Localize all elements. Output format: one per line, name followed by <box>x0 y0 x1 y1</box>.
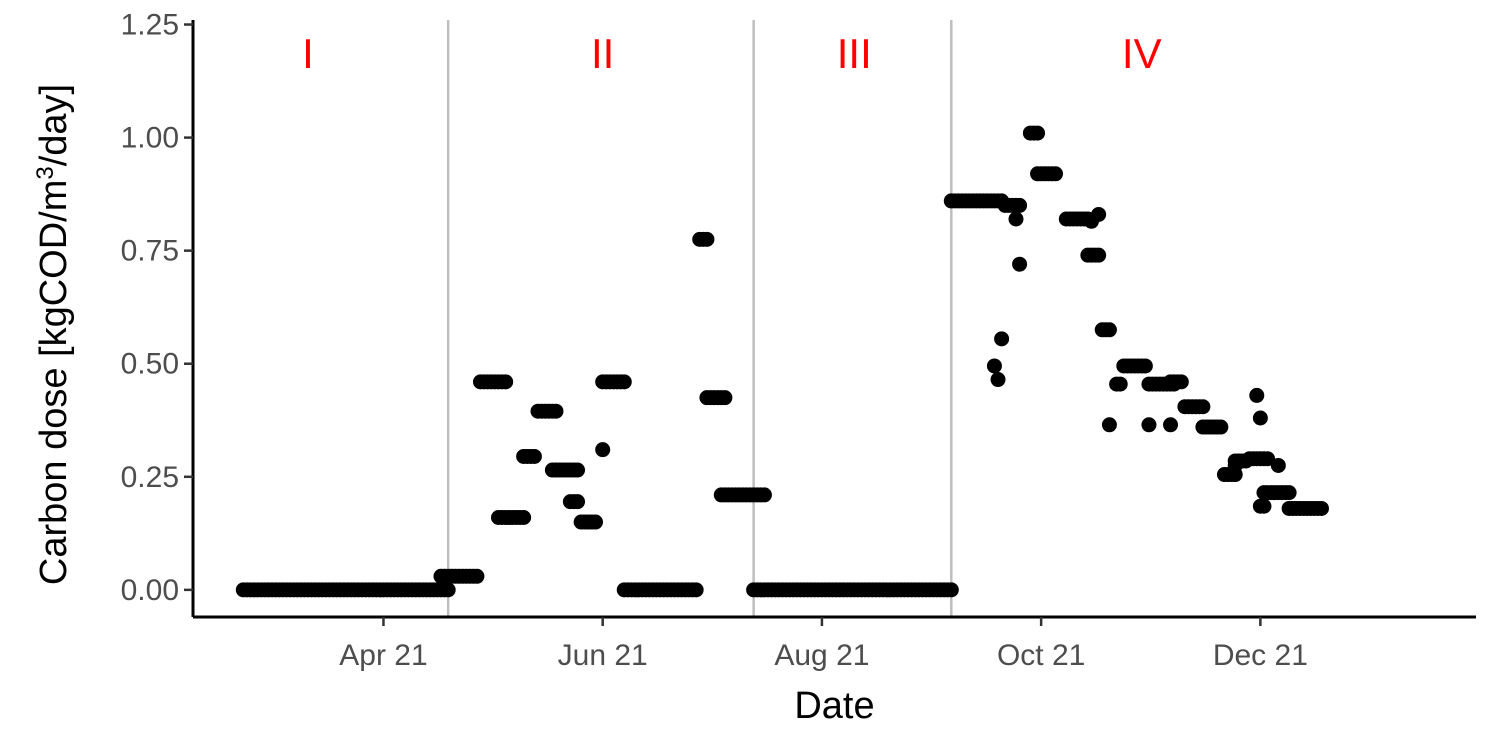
data-point <box>516 510 532 525</box>
data-point <box>1227 457 1243 473</box>
data-point <box>1101 322 1117 338</box>
data-point <box>570 494 586 510</box>
data-point <box>469 568 485 584</box>
data-point <box>1101 417 1117 433</box>
phase-boundary-lines <box>446 20 953 617</box>
data-point <box>688 582 704 598</box>
y-axis-title-superscript: 3 <box>32 166 59 179</box>
phase-label-III: III <box>837 30 872 77</box>
data-point <box>1137 358 1153 374</box>
data-point <box>756 487 772 503</box>
phase-labels: I II III IV <box>302 30 1161 77</box>
data-point <box>986 358 1002 374</box>
x-tick-label: Apr 21 <box>339 639 427 672</box>
data-point <box>994 331 1010 347</box>
data-point <box>1012 197 1028 213</box>
data-point <box>1112 376 1128 392</box>
y-tick-label: 0.25 <box>121 461 179 494</box>
data-point <box>1260 451 1276 467</box>
y-axis-title-main: Carbon dose [kgCOD/m <box>33 180 75 586</box>
data-point <box>717 390 733 406</box>
y-tick-label: 1.25 <box>121 9 179 42</box>
y-tick-label: 0.75 <box>121 235 179 268</box>
data-point <box>699 231 715 247</box>
y-axis-title-unit: /day] <box>33 84 75 166</box>
data-point <box>943 582 959 598</box>
data-point <box>595 442 611 458</box>
data-point <box>1091 206 1107 222</box>
data-point <box>1163 417 1179 433</box>
x-tick-label: Oct 21 <box>997 639 1085 672</box>
axes <box>191 20 1476 619</box>
data-point <box>588 514 604 530</box>
phase-label-II: II <box>591 30 614 77</box>
data-point <box>1091 247 1107 263</box>
y-axis-ticks: 0.00 0.25 0.50 0.75 1.00 1.25 <box>121 9 193 607</box>
data-point <box>1256 498 1272 514</box>
data-point <box>1141 417 1157 433</box>
x-tick-label: Jun 21 <box>558 639 648 672</box>
data-point <box>1008 211 1024 227</box>
data-points <box>235 125 1329 598</box>
data-point <box>498 374 514 390</box>
data-point <box>440 582 456 598</box>
data-point <box>616 374 632 390</box>
y-tick-label: 1.00 <box>121 122 179 155</box>
data-point <box>1195 399 1211 415</box>
data-point <box>1281 485 1297 501</box>
data-point <box>1012 256 1028 272</box>
data-point <box>1030 125 1046 141</box>
data-point <box>1173 374 1189 390</box>
phase-label-I: I <box>302 30 314 77</box>
data-point <box>570 462 586 478</box>
data-point <box>1048 166 1064 182</box>
y-axis-title: Carbon dose [kgCOD/m3/day] <box>32 84 76 585</box>
data-point <box>1313 500 1329 516</box>
y-tick-label: 0.50 <box>121 348 179 381</box>
x-axis-title: Date <box>794 685 874 727</box>
data-point <box>526 448 542 464</box>
data-point <box>1270 457 1286 473</box>
phase-label-IV: IV <box>1122 30 1162 77</box>
data-point <box>1213 419 1229 435</box>
y-tick-label: 0.00 <box>121 574 179 607</box>
data-point <box>1249 387 1265 403</box>
data-point <box>548 403 564 419</box>
x-tick-label: Dec 21 <box>1213 639 1308 672</box>
x-axis-ticks: Apr 21 Jun 21 Aug 21 Oct 21 Dec 21 <box>339 617 1308 672</box>
x-tick-label: Aug 21 <box>774 639 869 672</box>
data-point <box>1252 410 1268 426</box>
data-point <box>990 372 1006 388</box>
